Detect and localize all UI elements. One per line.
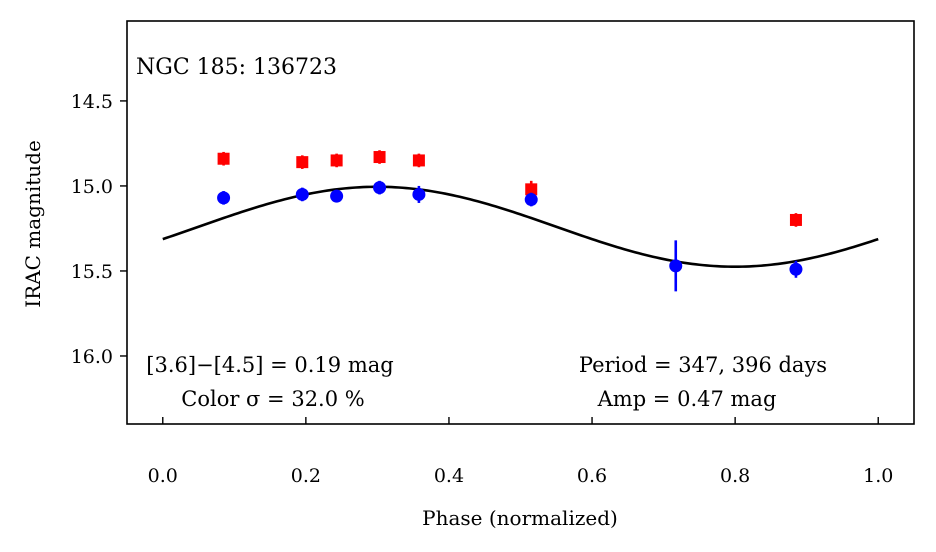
point-45 xyxy=(412,187,426,201)
x-tick-label: 0.8 xyxy=(720,465,750,487)
point-45 xyxy=(295,187,309,201)
point-45 xyxy=(373,181,387,195)
point-36 xyxy=(373,151,386,164)
point-45 xyxy=(789,262,803,276)
x-tick-label: 0.4 xyxy=(434,465,464,487)
fit-layer xyxy=(162,185,879,269)
y-tick-label: 15.0 xyxy=(71,176,113,198)
data-marks-layer xyxy=(217,150,803,292)
x-tick-label: 0.0 xyxy=(148,465,178,487)
x-tick-label: 1.0 xyxy=(863,465,893,487)
chart-title: NGC 185: 136723 xyxy=(136,55,337,80)
x-axis-label: Phase (normalized) xyxy=(422,506,618,530)
point-36 xyxy=(789,213,802,226)
plot-frame xyxy=(126,20,915,425)
fit-curve xyxy=(162,185,879,269)
x-tick-label: 0.2 xyxy=(291,465,321,487)
y-tick-label: 14.5 xyxy=(71,91,113,113)
point-36 xyxy=(412,154,425,167)
amplitude-annotation: Amp = 0.47 mag xyxy=(597,387,777,411)
point-45 xyxy=(669,259,683,273)
x-tick-label: 0.6 xyxy=(577,465,607,487)
color-annotation: [3.6]−[4.5] = 0.19 mag xyxy=(146,353,393,377)
y-axis-label: IRAC magnitude xyxy=(21,140,45,308)
point-45 xyxy=(330,189,344,203)
point-36 xyxy=(330,154,343,167)
ticks-layer: 0.0 0.2 0.4 0.6 0.8 1.0 14.5 15.0 15.5 16.0 xyxy=(71,91,894,487)
y-tick-label: 16.0 xyxy=(71,346,113,368)
point-36 xyxy=(525,183,538,196)
period-annotation: Period = 347, 396 days xyxy=(579,353,827,377)
point-36 xyxy=(296,156,309,169)
point-45 xyxy=(217,191,231,205)
point-45 xyxy=(524,193,538,207)
y-tick-label: 15.5 xyxy=(71,261,113,283)
point-36 xyxy=(217,152,230,165)
color-sigma-annotation: Color σ = 32.0 % xyxy=(181,387,364,411)
